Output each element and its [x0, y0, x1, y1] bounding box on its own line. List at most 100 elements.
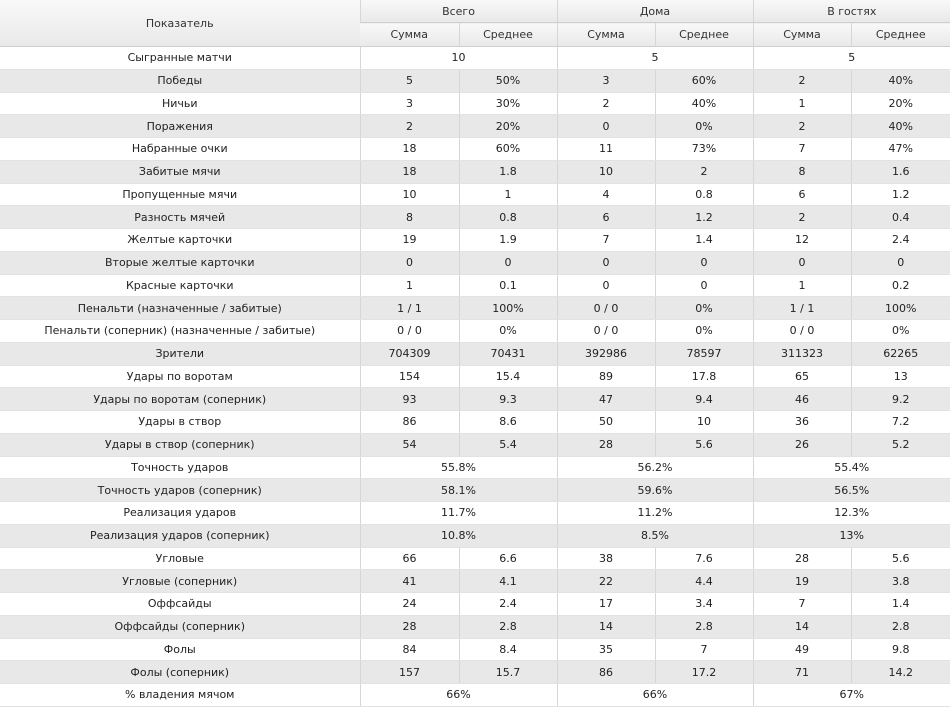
cell-home-avg: 0: [654, 251, 753, 275]
cell-home-avg: 1.2: [654, 205, 753, 229]
cell-away-sum: 28: [752, 547, 851, 571]
table-row: Удары в створ (соперник) 54 5.4 28 5.6 26 5.2: [0, 433, 950, 457]
table-row: Фолы 84 8.4 35 7 49 9.8: [0, 638, 950, 662]
cell-away-avg: 1.2: [850, 183, 950, 207]
cell-home-sum: 38: [556, 547, 655, 571]
metric-label: Желтые карточки: [0, 228, 360, 252]
cell-away-avg: 7.2: [850, 410, 950, 434]
cell-total-sum: 19: [359, 228, 459, 252]
cell-home: 59.6%: [556, 478, 753, 502]
cell-away-avg: 40%: [850, 114, 950, 138]
cell-home-sum: 0 / 0: [556, 296, 655, 320]
cell-home-avg: 0%: [654, 114, 753, 138]
cell-away-avg: 0%: [850, 319, 950, 343]
metric-label: Победы: [0, 69, 360, 93]
cell-total-sum: 66: [359, 547, 459, 571]
table-row: Пропущенные мячи 10 1 4 0.8 6 1.2: [0, 183, 950, 207]
table-row: Ничьи 3 30% 2 40% 1 20%: [0, 92, 950, 116]
cell-away-sum: 7: [752, 137, 851, 161]
cell-total-avg: 2.8: [458, 615, 557, 639]
cell-home: 56.2%: [556, 456, 753, 480]
cell-away-sum: 2: [752, 69, 851, 93]
cell-total: 58.1%: [359, 478, 557, 502]
cell-total-avg: 0: [458, 251, 557, 275]
cell-home-avg: 7.6: [654, 547, 753, 571]
metric-label: Удары в створ: [0, 410, 360, 434]
metric-label: Угловые (соперник): [0, 569, 360, 593]
cell-away: 67%: [752, 683, 950, 707]
table-row: Угловые 66 6.6 38 7.6 28 5.6: [0, 547, 950, 571]
cell-away-avg: 0: [850, 251, 950, 275]
metric-label: Удары по воротам (соперник): [0, 387, 360, 411]
cell-away-avg: 3.8: [850, 569, 950, 593]
cell-total: 10: [359, 46, 557, 70]
table-row: % владения мячом 66% 66% 67%: [0, 683, 950, 707]
cell-home-sum: 392986: [556, 342, 655, 366]
cell-home-sum: 28: [556, 433, 655, 457]
cell-home-avg: 7: [654, 638, 753, 662]
group-header-total: Всего: [359, 0, 557, 23]
cell-away-avg: 9.8: [850, 638, 950, 662]
cell-total-avg: 9.3: [458, 387, 557, 411]
metric-label: Ничьи: [0, 92, 360, 116]
cell-total-sum: 41: [359, 569, 459, 593]
metric-label: Красные карточки: [0, 274, 360, 298]
cell-total-avg: 8.6: [458, 410, 557, 434]
table-row: Реализация ударов 11.7% 11.2% 12.3%: [0, 501, 950, 525]
cell-total-avg: 15.4: [458, 365, 557, 389]
cell-total: 66%: [359, 683, 557, 707]
cell-away-avg: 5.6: [850, 547, 950, 571]
table-row: Удары по воротам 154 15.4 89 17.8 65 13: [0, 365, 950, 389]
cell-total-sum: 0 / 0: [359, 319, 459, 343]
cell-total-avg: 1.8: [458, 160, 557, 184]
cell-away-avg: 9.2: [850, 387, 950, 411]
cell-total-sum: 704309: [359, 342, 459, 366]
cell-total: 55.8%: [359, 456, 557, 480]
cell-away-sum: 19: [752, 569, 851, 593]
table-row: Фолы (соперник) 157 15.7 86 17.2 71 14.2: [0, 660, 950, 684]
table-row: Пенальти (назначенные / забитые) 1 / 1 100…: [0, 296, 950, 320]
cell-home-sum: 35: [556, 638, 655, 662]
cell-home-avg: 40%: [654, 92, 753, 116]
cell-home-sum: 0 / 0: [556, 319, 655, 343]
cell-away-sum: 49: [752, 638, 851, 662]
cell-away-avg: 40%: [850, 69, 950, 93]
cell-home-avg: 0%: [654, 319, 753, 343]
table-row: Удары по воротам (соперник) 93 9.3 47 9.4 46 9…: [0, 387, 950, 411]
cell-total-avg: 0.1: [458, 274, 557, 298]
cell-total-sum: 0: [359, 251, 459, 275]
cell-away-avg: 100%: [850, 296, 950, 320]
avg-column-header: Среднее: [850, 22, 950, 47]
cell-away-sum: 65: [752, 365, 851, 389]
metric-label: Пенальти (назначенные / забитые): [0, 296, 360, 320]
sum-column-header: Сумма: [752, 22, 851, 47]
cell-away-avg: 0.4: [850, 205, 950, 229]
table-row: Реализация ударов (соперник) 10.8% 8.5% 13%: [0, 524, 950, 548]
cell-total-sum: 84: [359, 638, 459, 662]
cell-home-avg: 60%: [654, 69, 753, 93]
cell-total-sum: 1: [359, 274, 459, 298]
sum-column-header: Сумма: [360, 22, 459, 47]
cell-away-sum: 1 / 1: [752, 296, 851, 320]
cell-away-avg: 2.4: [850, 228, 950, 252]
cell-away-sum: 1: [752, 92, 851, 116]
metric-label: Реализация ударов: [0, 501, 360, 525]
table-body: Сыгранные матчи 10 5 5 Победы 5 50% 3 60% 2 40% Нич…: [0, 46, 950, 707]
cell-away-avg: 2.8: [850, 615, 950, 639]
metric-label: % владения мячом: [0, 683, 360, 707]
avg-column-header: Среднее: [654, 22, 753, 47]
cell-away-sum: 14: [752, 615, 851, 639]
metric-label: Разность мячей: [0, 205, 360, 229]
metric-label: Оффсайды: [0, 592, 360, 616]
cell-away-sum: 2: [752, 114, 851, 138]
cell-home-avg: 0%: [654, 296, 753, 320]
cell-home-sum: 89: [556, 365, 655, 389]
metric-label: Точность ударов (соперник): [0, 478, 360, 502]
cell-home-sum: 14: [556, 615, 655, 639]
cell-total-avg: 6.6: [458, 547, 557, 571]
metric-label: Набранные очки: [0, 137, 360, 161]
cell-total-avg: 8.4: [458, 638, 557, 662]
cell-total-avg: 60%: [458, 137, 557, 161]
cell-home-sum: 2: [556, 92, 655, 116]
cell-total-avg: 0%: [458, 319, 557, 343]
